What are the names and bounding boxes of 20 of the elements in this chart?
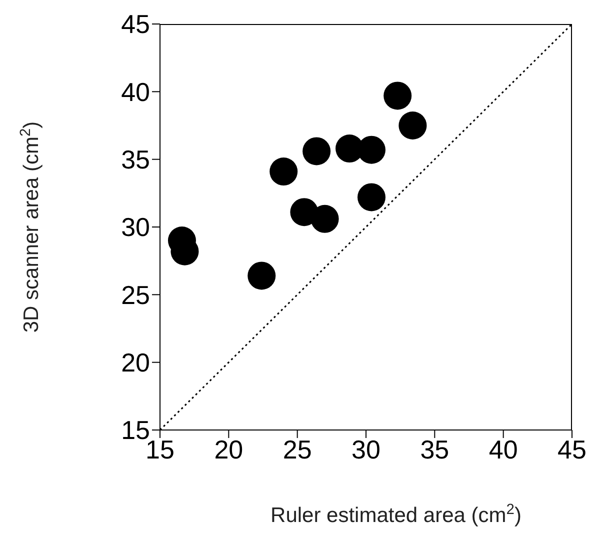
point	[384, 82, 412, 110]
y-tick-label: 35	[121, 144, 150, 175]
y-tick-label: 40	[121, 76, 150, 107]
x-tick-label: 30	[352, 434, 380, 464]
y-tick-label: 30	[121, 212, 150, 242]
point	[357, 183, 386, 212]
point	[248, 262, 276, 290]
x-tick-label: 20	[214, 434, 244, 464]
point	[302, 137, 331, 166]
x-tick-label: 35	[420, 434, 450, 464]
y-tick-label: 25	[121, 280, 150, 310]
y-tick-label: 20	[121, 348, 150, 378]
x-tick-label: 25	[282, 434, 312, 464]
point	[310, 204, 339, 233]
point	[398, 112, 427, 140]
x-tick-label: 40	[488, 434, 518, 464]
y-tick-label: 45	[121, 9, 150, 40]
x-tick-label: 45	[558, 434, 586, 464]
x-axis-title: Ruler estimated area (cm$^{2}$)	[270, 502, 522, 527]
point	[270, 158, 298, 186]
